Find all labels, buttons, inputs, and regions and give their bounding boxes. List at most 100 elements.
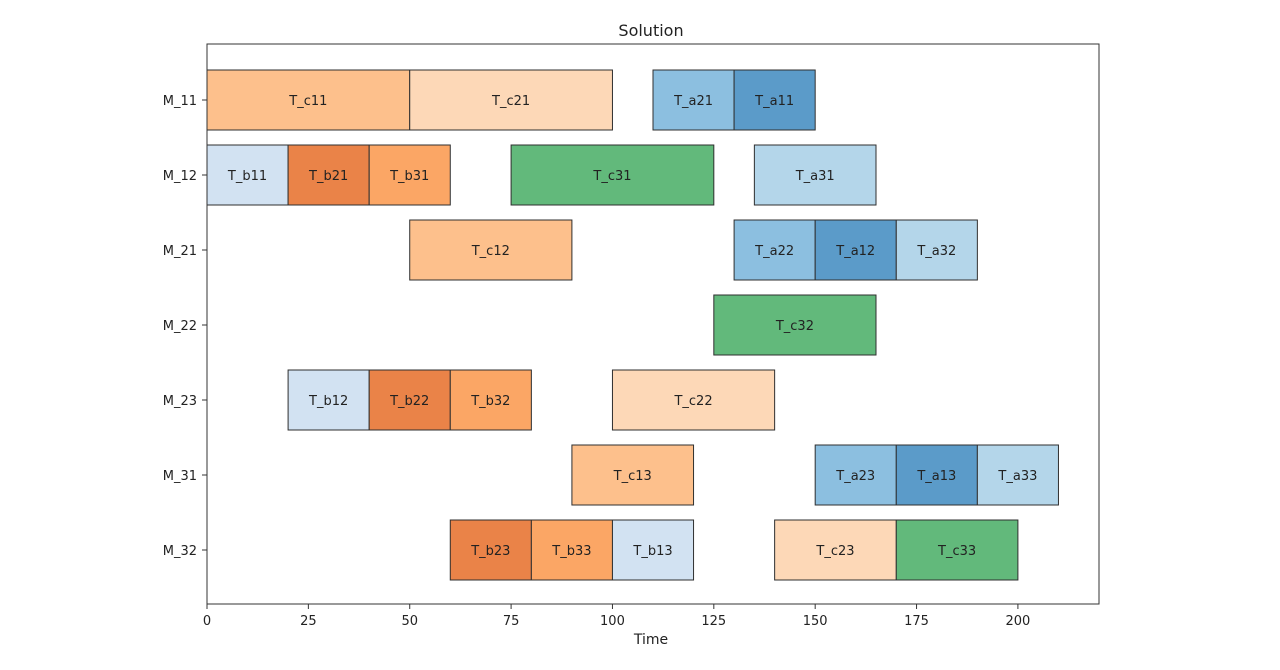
- task-bar-t-b21: T_b21: [287, 144, 370, 206]
- task-label: T_a23: [835, 469, 875, 484]
- task-bar-t-c33: T_c33: [895, 519, 1019, 581]
- task-label: T_b32: [470, 394, 510, 409]
- task-bar-t-b22: T_b22: [368, 369, 451, 431]
- task-label: T_a22: [754, 244, 794, 259]
- task-bar-rect: [814, 444, 897, 506]
- task-bar-t-c23: T_c23: [774, 519, 897, 581]
- x-tick-label: 25: [300, 614, 317, 629]
- task-bar-t-c21: T_c21: [409, 69, 613, 131]
- task-label: T_a33: [997, 469, 1037, 484]
- task-label: T_c23: [815, 544, 854, 559]
- task-label: T_a12: [835, 244, 875, 259]
- task-label: T_b12: [308, 394, 348, 409]
- task-bar-t-c13: T_c13: [571, 444, 695, 506]
- task-bar-rect: [976, 444, 1059, 506]
- task-label: T_a32: [916, 244, 956, 259]
- task-bar-t-b32: T_b32: [449, 369, 532, 431]
- task-label: T_c21: [491, 94, 530, 109]
- task-bar-rect: [449, 519, 532, 581]
- task-bar-rect: [895, 219, 978, 281]
- plot-frame: [206, 43, 1100, 605]
- x-tick-label: 75: [503, 614, 520, 629]
- task-bar-t-b11: T_b11: [206, 144, 289, 206]
- y-tick-label: M_32: [163, 544, 197, 559]
- task-label: T_c13: [613, 469, 652, 484]
- task-bar-rect: [611, 369, 776, 431]
- task-label: T_c32: [775, 319, 814, 334]
- task-bar-t-a33: T_a33: [976, 444, 1059, 506]
- task-bar-t-a22: T_a22: [733, 219, 816, 281]
- task-bar-t-c11: T_c11: [206, 69, 411, 131]
- task-label: T_a31: [795, 169, 835, 184]
- task-bars: T_c11 T_c21 T_a21 T_a11 T_b11 T_b21 T_b31 T_c31…: [206, 69, 1059, 581]
- task-label: T_c12: [471, 244, 510, 259]
- y-tick-label: M_12: [163, 169, 197, 184]
- task-bar-rect: [206, 144, 289, 206]
- task-bar-t-a31: T_a31: [753, 144, 877, 206]
- x-axis: 0 25 50 75 100 125 150 175 200: [203, 604, 1030, 629]
- task-label: T_b21: [308, 169, 348, 184]
- task-label: T_a13: [916, 469, 956, 484]
- task-bar-rect: [895, 444, 978, 506]
- task-bar-rect: [753, 144, 877, 206]
- task-bar-t-a23: T_a23: [814, 444, 897, 506]
- y-tick-label: M_31: [163, 469, 197, 484]
- task-bar-rect: [206, 69, 411, 131]
- task-bar-rect: [368, 369, 451, 431]
- x-tick-label: 200: [1005, 614, 1030, 629]
- task-bar-t-c12: T_c12: [409, 219, 573, 281]
- x-tick-label: 125: [701, 614, 726, 629]
- y-tick-label: M_23: [163, 394, 197, 409]
- task-label: T_c33: [937, 544, 976, 559]
- task-bar-t-b33: T_b33: [530, 519, 613, 581]
- task-label: T_a11: [754, 94, 794, 109]
- task-label: T_b33: [551, 544, 591, 559]
- y-tick-label: M_11: [163, 94, 197, 109]
- task-bar-t-a13: T_a13: [895, 444, 978, 506]
- task-label: T_a21: [673, 94, 713, 109]
- task-bar-rect: [733, 69, 816, 131]
- task-bar-rect: [571, 444, 695, 506]
- y-axis: M_11 M_12 M_21 M_22 M_23 M_31 M_32: [163, 94, 207, 559]
- task-bar-rect: [449, 369, 532, 431]
- task-bar-rect: [409, 69, 613, 131]
- task-bar-t-a12: T_a12: [814, 219, 897, 281]
- x-tick-label: 50: [401, 614, 418, 629]
- task-bar-t-c32: T_c32: [713, 294, 877, 356]
- task-bar-t-a32: T_a32: [895, 219, 978, 281]
- task-bar-t-a21: T_a21: [652, 69, 735, 131]
- task-bar-rect: [510, 144, 715, 206]
- task-bar-t-c22: T_c22: [611, 369, 776, 431]
- task-bar-t-b23: T_b23: [449, 519, 532, 581]
- x-tick-label: 100: [600, 614, 625, 629]
- task-label: T_b13: [632, 544, 672, 559]
- x-tick-label: 0: [203, 614, 211, 629]
- task-bar-rect: [814, 219, 897, 281]
- x-tick-label: 150: [803, 614, 828, 629]
- task-bar-rect: [368, 144, 451, 206]
- task-label: T_b11: [227, 169, 267, 184]
- task-bar-rect: [713, 294, 877, 356]
- y-tick-label: M_21: [163, 244, 197, 259]
- task-bar-t-b12: T_b12: [287, 369, 370, 431]
- x-axis-title: Time: [633, 632, 668, 648]
- y-tick-label: M_22: [163, 319, 197, 334]
- task-label: T_c11: [288, 94, 327, 109]
- task-bar-t-c31: T_c31: [510, 144, 715, 206]
- task-bar-rect: [611, 519, 695, 581]
- x-tick-label: 175: [904, 614, 929, 629]
- chart-title: Solution: [618, 21, 683, 40]
- task-bar-rect: [409, 219, 573, 281]
- task-bar-rect: [652, 69, 735, 131]
- task-bar-rect: [287, 144, 370, 206]
- task-label: T_c22: [673, 394, 712, 409]
- task-bar-t-b31: T_b31: [368, 144, 451, 206]
- task-bar-t-b13: T_b13: [611, 519, 695, 581]
- task-bar-rect: [895, 519, 1019, 581]
- task-label: T_b31: [389, 169, 429, 184]
- task-label: T_b23: [470, 544, 510, 559]
- task-label: T_c31: [592, 169, 631, 184]
- task-label: T_b22: [389, 394, 429, 409]
- task-bar-t-a11: T_a11: [733, 69, 816, 131]
